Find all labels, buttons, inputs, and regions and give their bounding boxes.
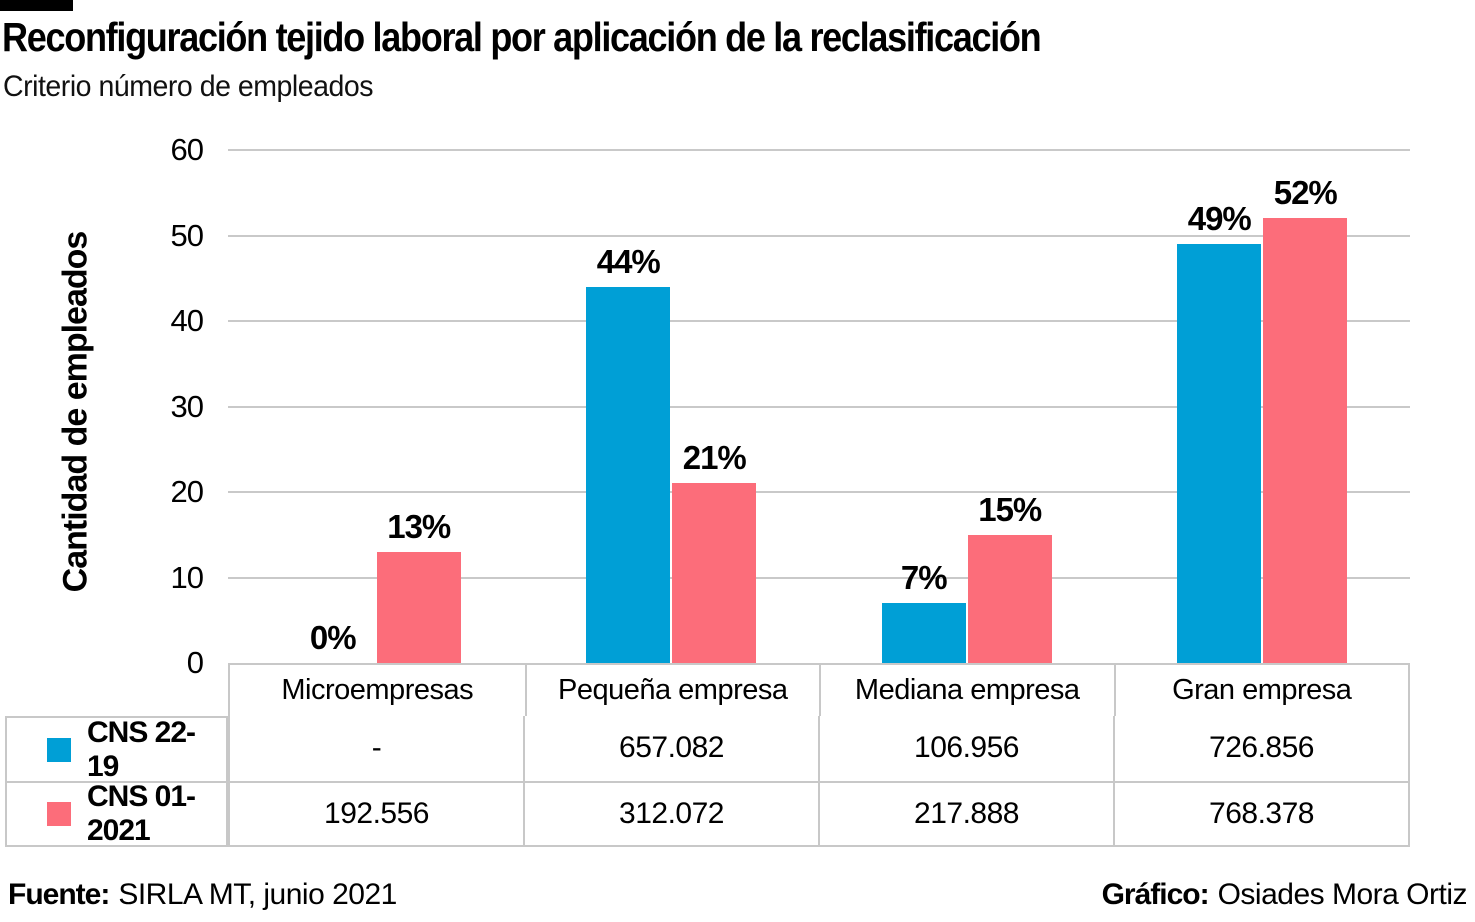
legend-item-cns-22-19: CNS 22-19 bbox=[7, 715, 226, 783]
category-header-gran-empresa: Gran empresa bbox=[1113, 665, 1409, 716]
bar-value-label: 13% bbox=[387, 508, 451, 545]
y-tick-label: 20 bbox=[170, 474, 204, 509]
category-header-microempresas: Microempresas bbox=[281, 674, 474, 706]
legend-swatch-blue-icon bbox=[47, 737, 71, 762]
title-accent-bar bbox=[0, 0, 73, 11]
plot-area: 0% 44% 7% 49% 13% 21% 15% 52% bbox=[228, 149, 1410, 663]
chart-title: Reconfiguración tejido laboral por aplic… bbox=[2, 14, 1042, 60]
legend-item-cns-01-2021: CNS 01-2021 bbox=[7, 780, 226, 847]
table-cell: 192.556 bbox=[228, 780, 523, 845]
source-label: Fuente: bbox=[8, 878, 110, 911]
credit-text: Osiades Mora Ortiz bbox=[1217, 878, 1468, 911]
chart-subtitle: Criterio número de empleados bbox=[3, 70, 374, 103]
table-cell: 657.082 bbox=[523, 716, 818, 781]
y-tick-label: 50 bbox=[170, 217, 204, 253]
bar-value-label: 52% bbox=[1273, 174, 1338, 211]
bar-value-label: 49% bbox=[1187, 200, 1252, 237]
table-cell: - bbox=[228, 716, 523, 781]
bar-cns-22-19-gran-empresa bbox=[1177, 244, 1262, 663]
bar-cns-22-19-pequeña-empresa bbox=[586, 287, 671, 663]
bar-cns-01-2021-microempresas bbox=[376, 552, 461, 663]
y-tick-label: 0 bbox=[186, 645, 204, 680]
bar-cns-22-19-mediana-empresa bbox=[881, 603, 966, 663]
gridline bbox=[228, 405, 1410, 408]
gridline bbox=[228, 320, 1410, 322]
gridline bbox=[228, 149, 1410, 151]
category-header-mediana-empresa: Mediana empresa bbox=[819, 665, 1114, 716]
source-credit: Fuente: SIRLA MT, junio 2021 bbox=[8, 878, 397, 912]
y-tick-label: 10 bbox=[170, 559, 204, 595]
bar-value-label: 7% bbox=[900, 559, 948, 596]
author-credit: Gráfico: Osiades Mora Ortiz bbox=[1101, 878, 1468, 912]
y-tick-label: 30 bbox=[170, 388, 204, 424]
bar-cns-01-2021-gran-empresa bbox=[1263, 218, 1348, 663]
table-cell: 106.956 bbox=[818, 716, 1113, 781]
bar-cns-01-2021-pequeña-empresa bbox=[672, 483, 757, 663]
bar-value-label: 44% bbox=[596, 243, 661, 280]
category-header-row: Microempresas Pequeña empresa Mediana em… bbox=[228, 663, 1410, 718]
data-table: - 657.082 106.956 726.856 192.556 312.07… bbox=[228, 716, 1410, 847]
table-cell: 726.856 bbox=[1113, 716, 1408, 781]
table-cell: 312.072 bbox=[523, 780, 818, 845]
source-text: SIRLA MT, junio 2021 bbox=[118, 878, 397, 911]
table-cell: 768.378 bbox=[1113, 780, 1408, 845]
bar-value-label: 21% bbox=[682, 439, 747, 476]
y-tick-label: 40 bbox=[170, 303, 204, 338]
y-tick-label: 60 bbox=[170, 132, 204, 167]
table-cell: 217.888 bbox=[818, 780, 1113, 845]
bar-value-label: 0% bbox=[309, 619, 357, 656]
y-axis-title: Cantidad de empleados bbox=[56, 231, 95, 593]
legend-column: CNS 22-19 CNS 01-2021 bbox=[5, 716, 228, 847]
gridline bbox=[228, 576, 1410, 579]
bar-cns-01-2021-mediana-empresa bbox=[967, 535, 1052, 663]
legend-swatch-pink-icon bbox=[47, 802, 71, 826]
credit-label: Gráfico: bbox=[1101, 878, 1210, 911]
bar-value-label: 15% bbox=[978, 491, 1042, 528]
category-header-pequena-empresa: Pequeña empresa bbox=[524, 665, 820, 716]
legend-label: CNS 01-2021 bbox=[87, 780, 196, 847]
gridline bbox=[228, 234, 1410, 237]
gridline bbox=[228, 491, 1410, 493]
legend-label: CNS 22-19 bbox=[87, 715, 196, 783]
